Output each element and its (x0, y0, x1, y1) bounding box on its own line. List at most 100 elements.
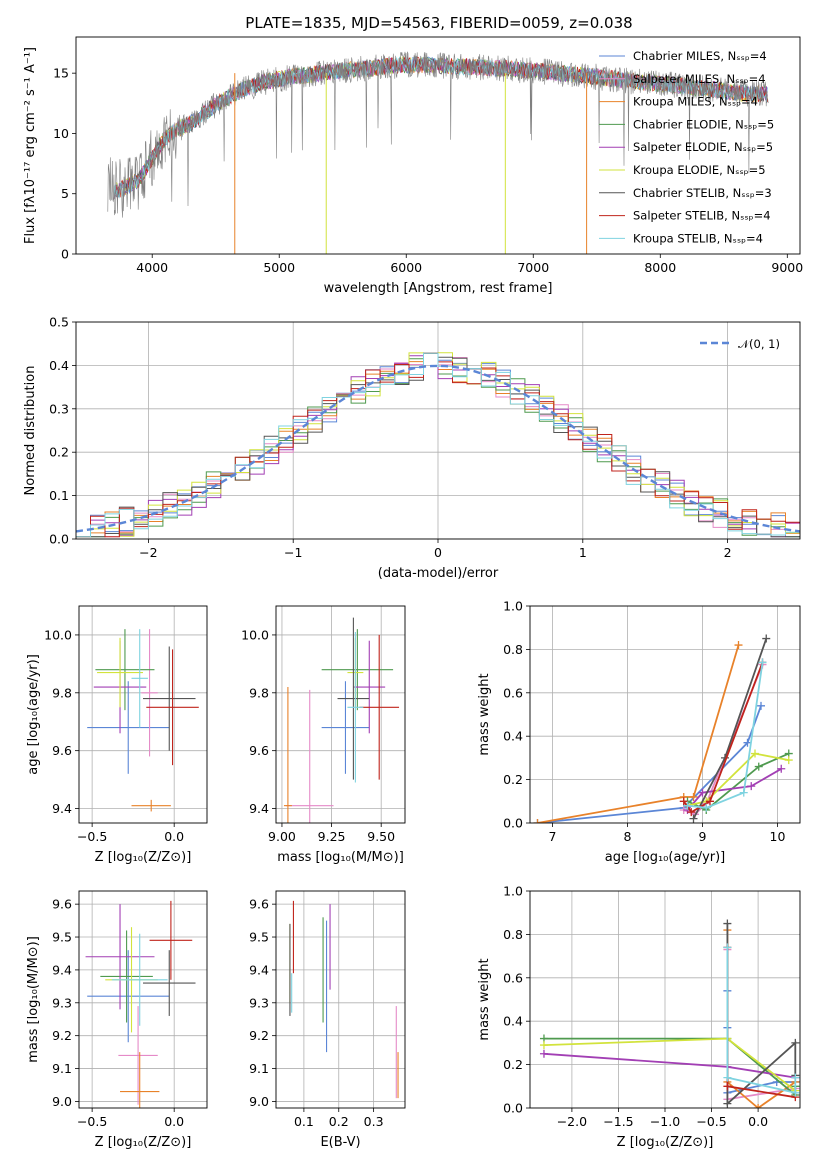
data-point-marker (723, 943, 732, 952)
panel-age_vs_Z: −0.5 0.0 9.4 9.6 9.8 10.0 Z [log₁₀(Z/Z⊙)] age [… (26, 605, 208, 865)
data-point-marker (758, 658, 767, 667)
x-tick-label: 0.2 (329, 1114, 349, 1129)
y-tick-label: 9.0 (249, 1094, 269, 1109)
massweight-series-4 (686, 768, 782, 811)
data-point-marker (762, 634, 771, 643)
errorbar-point (321, 629, 394, 711)
x-tick-label: −1 (284, 545, 302, 560)
errorbar-point (87, 681, 170, 774)
y-tick-label: 5 (61, 186, 69, 201)
errorbar-point (321, 681, 370, 774)
data-point-marker (679, 797, 688, 806)
y-tick-label: 0.2 (503, 772, 523, 787)
y-axis-label: mass weight (477, 673, 492, 755)
x-axis-label: Z [log₁₀(Z/Z⊙)] (95, 850, 192, 865)
x-tick-label: 9.50 (367, 829, 395, 844)
data-point-marker (791, 1088, 800, 1097)
y-tick-label: 0.5 (49, 315, 69, 330)
x-axis-label: Z [log₁₀(Z/Z⊙)] (617, 1135, 714, 1150)
data-point-marker (689, 814, 698, 823)
y-tick-label: 0 (61, 247, 69, 262)
data-point-marker (791, 1073, 800, 1082)
x-tick-label: 0.3 (364, 1114, 384, 1129)
x-tick-label: 8000 (644, 260, 676, 275)
y-tick-label: 9.5 (249, 930, 269, 945)
errorbar-point (359, 634, 400, 780)
panel-massweight_vs_Z: −2.0 −1.5 −1.0 −0.5 0.0 0.0 0.2 0.4 0.6 0.8 1.0 Z [… (477, 884, 801, 1150)
x-tick-label: 10 (770, 829, 786, 844)
y-tick-label: 9.4 (52, 962, 72, 977)
y-tick-label: 0.2 (49, 445, 69, 460)
legend-entry: 𝒩(0, 1) (738, 337, 780, 351)
age_vs_mass-frame (275, 605, 406, 824)
mass_vs_Z-plot-area (79, 891, 207, 1108)
errorbar-point (146, 649, 199, 766)
y-tick-label: 9.2 (52, 1028, 72, 1043)
massweight_vs_age-frame (529, 605, 801, 824)
mass_vs_EBV-plot-area (276, 891, 405, 1108)
y-tick-label: 9.6 (52, 897, 72, 912)
errorbar-point (285, 689, 334, 823)
data-point-marker (723, 1073, 732, 1082)
panel-massweight_vs_age: 7 8 9 10 0.0 0.2 0.4 0.6 0.8 1.0 age [log₁₀(age/yr… (477, 599, 801, 865)
y-tick-label: 9.8 (52, 685, 72, 700)
massweight-series-5 (687, 752, 789, 807)
y-tick-label: 0.6 (503, 685, 523, 700)
y-tick-label: 9.4 (249, 962, 269, 977)
legend: Chabrier MILES, Nₛₛₚ=4 Salpeter MILES, Nₛ… (599, 49, 774, 245)
data-point-marker (791, 1038, 800, 1047)
massweight-series-8 (687, 662, 764, 809)
massweight-series-8 (726, 947, 797, 1094)
y-tick-label: 0.0 (49, 532, 69, 547)
errorbar-point (131, 799, 171, 812)
errorbar-point (353, 640, 386, 734)
legend-entry: Salpeter ELODIE, Nₛₛₚ=5 (633, 140, 773, 154)
data-point-marker (754, 1104, 763, 1108)
y-tick-label: 0.6 (503, 970, 523, 985)
errorbar-point (111, 933, 168, 1026)
x-tick-label: 5000 (263, 260, 295, 275)
data-point-marker (723, 919, 732, 928)
y-tick-label: 9.2 (249, 1028, 269, 1043)
y-axis-label: mass [log₁₀(M/M⊙)] (26, 936, 41, 1063)
mass_vs_EBV-frame (275, 890, 406, 1109)
age_vs_mass-plot-area (276, 606, 405, 823)
data-point-marker (702, 803, 711, 812)
data-point-marker (533, 819, 542, 823)
legend-entry: Kroupa STELIB, Nₛₛₚ=4 (633, 231, 763, 245)
y-tick-label: 9.3 (52, 995, 72, 1010)
x-axis-label: wavelength [Angstrom, rest frame] (324, 281, 553, 296)
y-tick-label: 10 (53, 126, 69, 141)
x-tick-label: 0.0 (748, 1114, 768, 1129)
errorbar-point (95, 629, 155, 711)
errorbar-point (120, 1052, 160, 1108)
x-tick-label: 0.0 (164, 1114, 184, 1129)
x-axis-label: age [log₁₀(age/yr)] (605, 850, 726, 865)
legend-entry: Kroupa MILES, Nₛₛₚ=4 (633, 95, 758, 109)
y-tick-label: 10.0 (241, 627, 269, 642)
y-tick-label: 1.0 (503, 884, 523, 899)
panel-mass_vs_Z: −0.5 0.0 9.0 9.1 9.2 9.3 9.4 9.5 9.6 Z [log₁₀(Z/Z… (26, 890, 208, 1150)
x-axis-label: mass [log₁₀(M/M⊙)] (277, 850, 404, 865)
massweight-series-4 (543, 1052, 796, 1079)
y-tick-label: 0.0 (503, 816, 523, 831)
x-axis-label: Z [log₁₀(Z/Z⊙)] (95, 1135, 192, 1150)
data-point-marker (734, 641, 743, 650)
data-point-marker (539, 1049, 548, 1058)
x-tick-label: 2 (724, 545, 732, 560)
y-tick-label: 9.5 (52, 930, 72, 945)
massweight_vs_Z-frame (529, 890, 801, 1109)
x-tick-label: −0.5 (77, 829, 107, 844)
gaussian-reference-curve (76, 364, 800, 533)
y-tick-label: 0.1 (49, 488, 69, 503)
x-tick-label: 4000 (136, 260, 168, 275)
panel-spectrum: 4000 5000 6000 7000 8000 9000 0 5 10 15 wavelength… (23, 36, 803, 296)
x-tick-label: 1 (579, 545, 587, 560)
x-tick-label: 9.25 (318, 829, 346, 844)
errorbar-point (97, 637, 143, 708)
x-tick-label: 8 (624, 829, 632, 844)
observed-spectrum (107, 51, 769, 218)
y-tick-label: 0.8 (503, 642, 523, 657)
panel-age_vs_mass: 9.00 9.25 9.50 9.4 9.6 9.8 10.0 mass [log₁₀(M/M… (241, 605, 406, 865)
